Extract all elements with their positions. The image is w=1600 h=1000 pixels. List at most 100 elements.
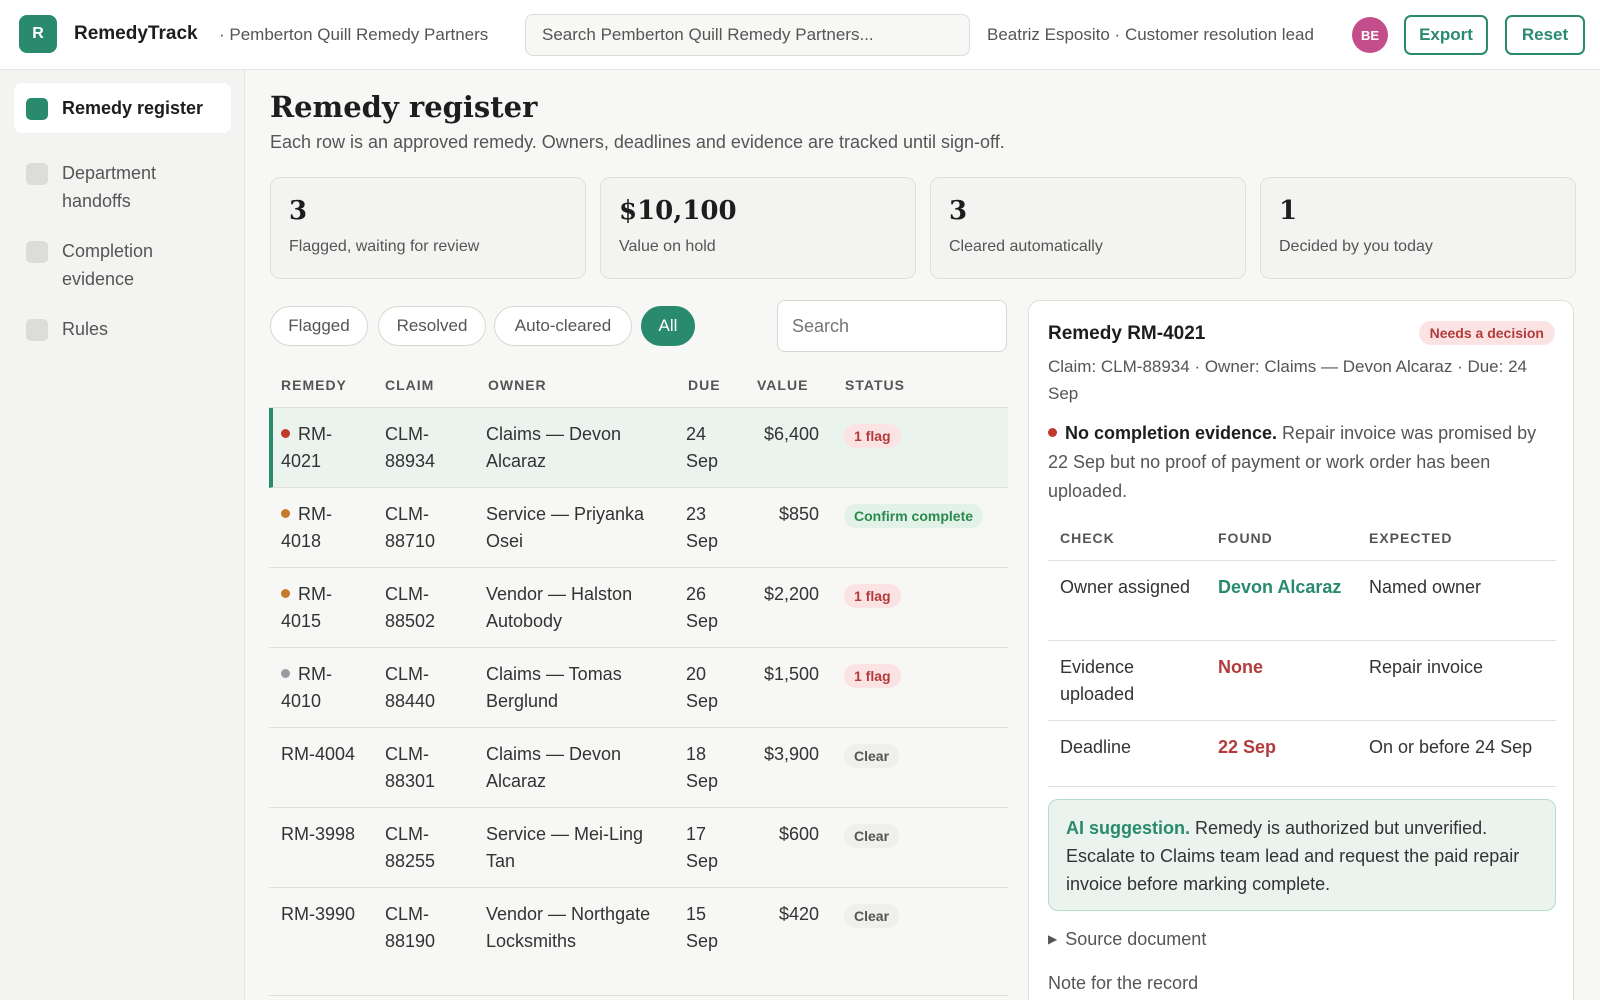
export-button[interactable]: Export bbox=[1404, 15, 1488, 55]
reset-button[interactable]: Reset bbox=[1505, 15, 1585, 55]
cell-status: 1 flag bbox=[844, 422, 901, 449]
checks-table: CHECK FOUND EXPECTED Owner assigned Devo… bbox=[1048, 523, 1556, 787]
checks-header: CHECK FOUND EXPECTED bbox=[1048, 523, 1556, 561]
filter-chip-flagged[interactable]: Flagged bbox=[270, 306, 368, 346]
column-header-value[interactable]: VALUE bbox=[757, 377, 809, 393]
cell-status: 1 flag bbox=[844, 662, 901, 689]
ai-suggestion: AI suggestion. Remedy is authorized but … bbox=[1048, 799, 1556, 911]
ai-suggestion-label: AI suggestion. bbox=[1066, 818, 1191, 838]
cell-due: 17 Sep bbox=[686, 824, 719, 871]
cell-remedy: RM-3998 bbox=[281, 821, 369, 848]
square-icon bbox=[26, 163, 48, 185]
stat-value: $10,100 bbox=[619, 196, 737, 226]
sidebar-item-remedy-register[interactable]: Remedy register bbox=[14, 83, 231, 133]
register-search-input[interactable] bbox=[777, 300, 1007, 352]
column-header-remedy[interactable]: REMEDY bbox=[281, 377, 347, 393]
filter-chip-resolved[interactable]: Resolved bbox=[378, 306, 486, 346]
check-row: Deadline 22 Sep On or before 24 Sep bbox=[1048, 721, 1556, 787]
avatar[interactable]: BE bbox=[1352, 17, 1388, 53]
table-row[interactable]: RM-4018 CLM-88710 Service — Priyanka Ose… bbox=[269, 488, 1008, 568]
stat-label: Value on hold bbox=[619, 238, 716, 255]
check-name: Deadline bbox=[1060, 737, 1132, 757]
status-badge: Clear bbox=[844, 904, 900, 928]
stat-card-cleared: 3 Cleared automatically bbox=[930, 177, 1246, 279]
cell-claim: CLM-88301 bbox=[385, 744, 436, 791]
check-found: Devon Alcaraz bbox=[1218, 577, 1342, 597]
table-row[interactable]: RM-3990 CLM-88190 Vendor — Northgate Loc… bbox=[269, 888, 1008, 996]
ai-suggestion-text: Remedy is authorized but unverified. Esc… bbox=[1066, 818, 1520, 894]
table-row[interactable]: RM-4021 CLM-88934 Claims — Devon Alcaraz… bbox=[269, 408, 1008, 488]
cell-owner: Vendor — Northgate Locksmiths bbox=[486, 904, 651, 951]
issue-title: No completion evidence. bbox=[1065, 423, 1278, 443]
cell-value: $3,900 bbox=[763, 744, 819, 764]
cell-value: $2,200 bbox=[763, 584, 819, 604]
sidebar-item-department-handoffs[interactable]: Department handoffs bbox=[14, 148, 231, 229]
user-label: Beatriz Esposito · Customer resolution l… bbox=[987, 25, 1314, 44]
cell-value: $6,400 bbox=[763, 424, 819, 444]
status-badge: 1 flag bbox=[844, 664, 901, 688]
cell-value: $420 bbox=[778, 904, 819, 924]
stat-value: 1 bbox=[1279, 196, 1298, 226]
page-title: Remedy register bbox=[270, 90, 538, 124]
source-document-label: Source document bbox=[1065, 929, 1207, 949]
page-subtitle: Each row is an approved remedy. Owners, … bbox=[270, 132, 1005, 152]
sidebar-item-rules[interactable]: Rules bbox=[14, 304, 231, 357]
cell-owner: Service — Mei-Ling Tan bbox=[486, 824, 644, 871]
remedy-id: RM-3998 bbox=[281, 824, 356, 844]
cell-value: $1,500 bbox=[763, 664, 819, 684]
stat-label: Decided by you today bbox=[1279, 238, 1433, 255]
sidebar-item-label: Rules bbox=[62, 319, 109, 339]
top-bar: R RemedyTrack · Pemberton Quill Remedy P… bbox=[0, 0, 1600, 70]
square-icon bbox=[26, 319, 48, 341]
cell-remedy: RM-4010 bbox=[281, 661, 369, 715]
square-icon bbox=[26, 241, 48, 263]
stat-value: 3 bbox=[289, 196, 308, 226]
issue-text: Repair invoice was promised by 22 Sep bu… bbox=[1048, 423, 1537, 501]
square-icon bbox=[26, 98, 48, 120]
cell-status: 1 flag bbox=[844, 582, 901, 609]
detail-issue: No completion evidence. Repair invoice w… bbox=[1048, 419, 1558, 506]
cell-status: Clear bbox=[844, 902, 900, 929]
column-header-status[interactable]: STATUS bbox=[845, 377, 905, 393]
check-found: 22 Sep bbox=[1218, 737, 1277, 757]
remedy-id: RM-3990 bbox=[281, 904, 356, 924]
status-badge: Confirm complete bbox=[844, 504, 984, 528]
cell-due: 23 Sep bbox=[686, 504, 719, 551]
column-header-claim[interactable]: CLAIM bbox=[385, 377, 435, 393]
checks-header-check: CHECK bbox=[1060, 530, 1115, 546]
check-expected: Repair invoice bbox=[1369, 657, 1484, 677]
status-dot-icon bbox=[281, 509, 290, 518]
stat-label: Flagged, waiting for review bbox=[289, 238, 480, 255]
remedy-id: RM-4010 bbox=[281, 664, 332, 711]
sidebar-item-completion-evidence[interactable]: Completion evidence bbox=[14, 226, 231, 307]
stat-value: 3 bbox=[949, 196, 968, 226]
remedy-id: RM-4004 bbox=[281, 744, 356, 764]
cell-value: $600 bbox=[778, 824, 819, 844]
column-header-owner[interactable]: OWNER bbox=[488, 377, 547, 393]
check-name: Evidence uploaded bbox=[1060, 657, 1135, 704]
table-row[interactable]: RM-3998 CLM-88255 Service — Mei-Ling Tan… bbox=[269, 808, 1008, 888]
app-logo: R bbox=[19, 15, 57, 53]
status-badge: Needs a decision bbox=[1418, 321, 1555, 345]
remedy-id: RM-4021 bbox=[281, 424, 332, 471]
global-search-input[interactable]: Search Pemberton Quill Remedy Partners..… bbox=[525, 14, 970, 56]
cell-status: Clear bbox=[844, 822, 900, 849]
source-document-toggle[interactable]: ▶ Source document bbox=[1048, 929, 1206, 950]
filter-chip-auto-cleared[interactable]: Auto-cleared bbox=[494, 306, 632, 346]
table-header: REMEDY CLAIM OWNER DUE VALUE STATUS bbox=[269, 370, 1008, 408]
cell-remedy: RM-4004 bbox=[281, 741, 369, 768]
app-name: RemedyTrack bbox=[74, 23, 198, 44]
table-row[interactable]: RM-4015 CLM-88502 Vendor — Halston Autob… bbox=[269, 568, 1008, 648]
table-row[interactable]: RM-4004 CLM-88301 Claims — Devon Alcaraz… bbox=[269, 728, 1008, 808]
column-header-due[interactable]: DUE bbox=[688, 377, 721, 393]
cell-status: Confirm complete bbox=[844, 502, 984, 529]
cell-owner: Claims — Devon Alcaraz bbox=[486, 744, 622, 791]
cell-due: 24 Sep bbox=[686, 424, 719, 471]
cell-owner: Claims — Tomas Berglund bbox=[486, 664, 622, 711]
table-row[interactable]: RM-4010 CLM-88440 Claims — Tomas Berglun… bbox=[269, 648, 1008, 728]
triangle-right-icon: ▶ bbox=[1048, 932, 1058, 946]
cell-due: 18 Sep bbox=[686, 744, 719, 791]
check-expected: On or before 24 Sep bbox=[1369, 737, 1533, 757]
filter-chip-all[interactable]: All bbox=[641, 306, 695, 346]
status-dot-icon bbox=[281, 589, 290, 598]
